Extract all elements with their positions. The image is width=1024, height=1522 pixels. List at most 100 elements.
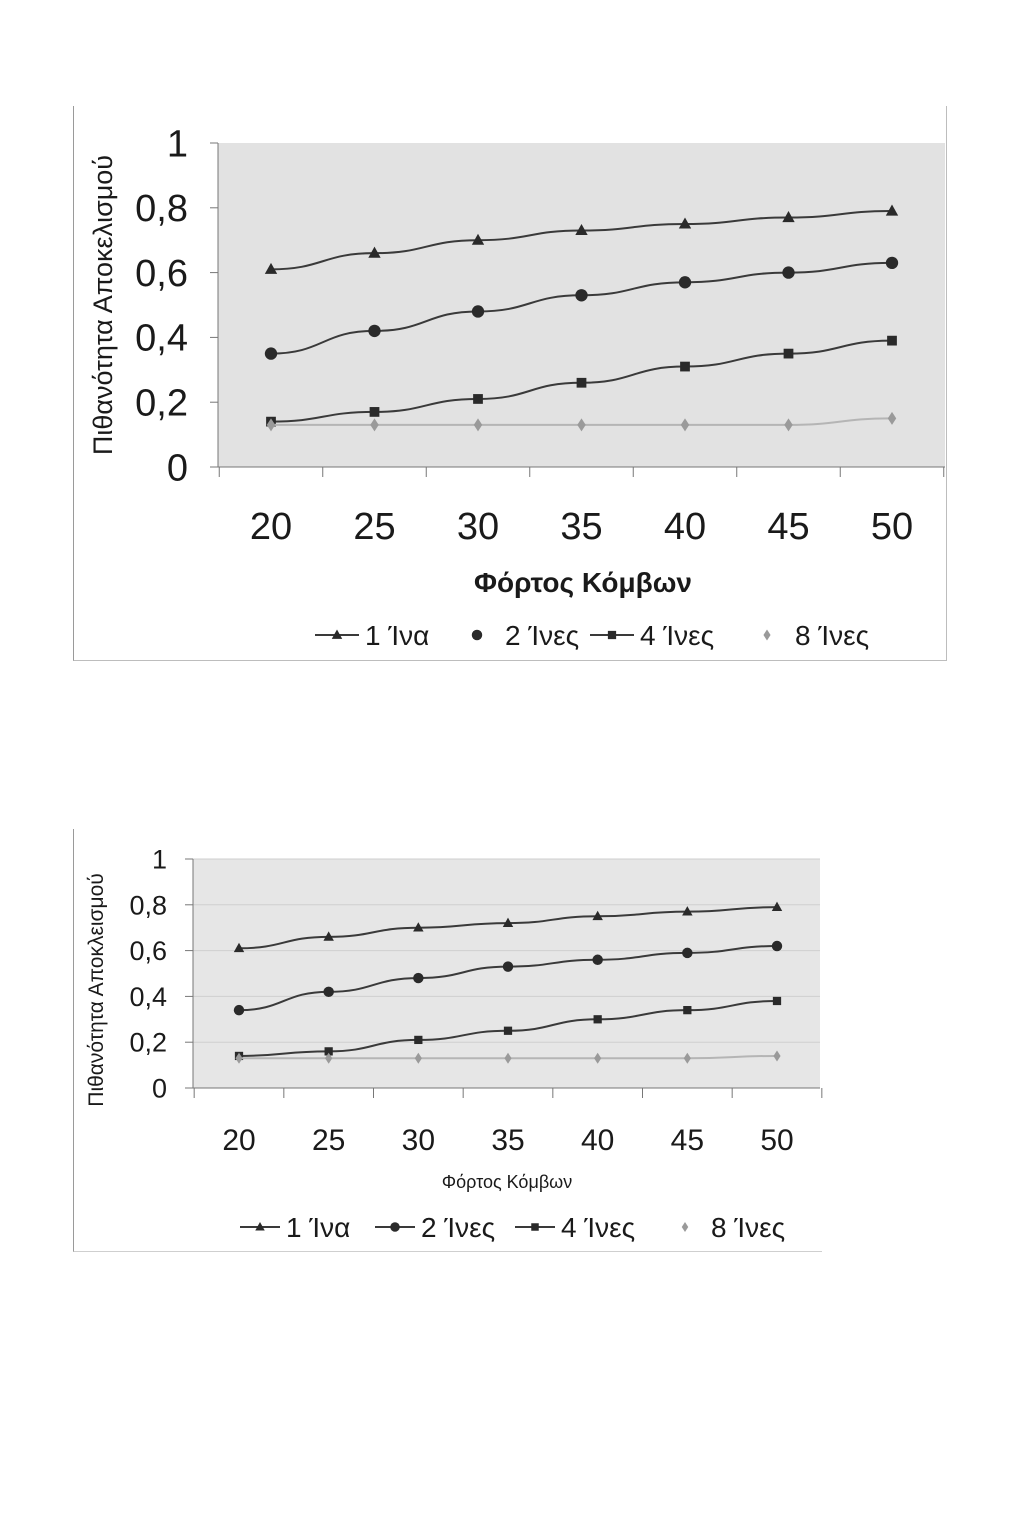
- chart-1-series-3-point: [369, 407, 380, 417]
- chart-1-series-2-point: [368, 324, 381, 338]
- chart-2-series-1-point: [682, 906, 693, 916]
- chart-1-series-1-point: [471, 233, 485, 245]
- chart-1-series-2-point: [264, 347, 278, 360]
- chart-1-series-3-point: [887, 335, 897, 346]
- chart-2-y-tick-label: 0: [152, 1073, 167, 1103]
- chart-2-x-tick-label: 30: [402, 1124, 435, 1157]
- chart-2-x-tick-label: 40: [581, 1124, 614, 1157]
- chart-1-legend-label: 8 Ίνες: [795, 620, 869, 651]
- chart-2-legend-marker: [681, 1222, 689, 1232]
- chart-2-y-tick-label: 0,6: [129, 936, 167, 966]
- chart-1-x-tick-label: 45: [767, 506, 809, 548]
- chart-2-series-4-point: [504, 1052, 512, 1064]
- chart-2-series-3-point: [683, 1006, 692, 1015]
- chart-1-series-3-point: [680, 361, 690, 372]
- chart-2-x-tick-label: 50: [760, 1124, 793, 1157]
- chart-1-y-tick-label: 0,8: [135, 188, 188, 230]
- chart-2-series-1-point: [502, 917, 514, 927]
- chart-2-series-1-point: [233, 942, 245, 953]
- chart-2-frame: [73, 829, 822, 1252]
- chart-1-series-1-point: [575, 223, 588, 236]
- chart-2-series-2-point: [771, 940, 783, 952]
- chart-2-series-4-point: [773, 1050, 781, 1062]
- chart-1-series-4-point: [473, 418, 483, 432]
- chart-2-y-tick-label: 0,4: [129, 982, 167, 1012]
- chart-2-legend-marker: [255, 1222, 265, 1231]
- chart-2-legend-label: 8 Ίνες: [711, 1212, 785, 1243]
- chart-1-y-tick-label: 0,4: [135, 318, 188, 360]
- chart-2-y-tick-label: 0,2: [129, 1028, 167, 1058]
- chart-2-series-2-point: [413, 972, 424, 984]
- chart-2-x-tick-label: 25: [312, 1124, 345, 1157]
- chart-2-series-1-point: [771, 901, 783, 911]
- chart-1-series-4-point: [784, 418, 793, 432]
- chart-2-legend-marker: [390, 1222, 400, 1232]
- chart-1-series-2-point: [678, 276, 692, 289]
- chart-2-series-2-point: [323, 986, 334, 998]
- chart-1-plot-area: [218, 143, 945, 467]
- chart-2-legend-marker: [531, 1223, 539, 1231]
- chart-1-series-3-point: [576, 377, 587, 388]
- chart-1-series-4-point: [370, 418, 379, 432]
- chart-1-series-1-point: [264, 262, 278, 274]
- chart-1: 0 0,2 0,4 0,6 0,8 1 20 25 30 35 40 45 50 Πιθανότητα…: [88, 123, 945, 651]
- chart-1-x-tick-label: 25: [353, 506, 395, 548]
- chart-2-x-tick-label: 45: [671, 1124, 704, 1157]
- chart-1-frame: [73, 106, 947, 661]
- chart-1-x-tick-label: 20: [250, 506, 292, 548]
- chart-1-y-tick-label: 1: [167, 123, 188, 165]
- chart-2-series-2-point: [682, 947, 693, 959]
- chart-2-series-3-point: [503, 1026, 513, 1035]
- chart-2-series-4-point: [414, 1052, 422, 1064]
- chart-1-x-tick-label: 50: [871, 506, 913, 548]
- chart-2-series-1-point: [323, 931, 334, 941]
- chart-1-x-axis-label: Φόρτος Κόμβων: [474, 567, 692, 598]
- chart-1-series-2-point: [885, 256, 899, 270]
- chart-2-x-axis-label: Φόρτος Κόμβων: [442, 1172, 572, 1192]
- chart-1-series-1-point: [678, 217, 692, 229]
- chart-1-series-2: [264, 256, 899, 360]
- chart-1-x-tick-label: 40: [664, 506, 706, 548]
- chart-1-series-4: [266, 411, 897, 432]
- chart-2-series-3-point: [324, 1047, 333, 1056]
- chart-1-series-1: [264, 204, 899, 274]
- chart-1-series-4-point: [887, 411, 897, 425]
- chart-1-series-4-point: [577, 418, 586, 432]
- chart-1-legend-marker: [471, 629, 483, 641]
- chart-1-series-3-point: [473, 394, 483, 404]
- chart-1-legend-label: 1 Ίνα: [365, 620, 429, 651]
- chart-2-series-4-point: [235, 1052, 243, 1064]
- chart-2-series-2-point: [502, 961, 514, 972]
- chart-2-series-2-point: [592, 954, 603, 965]
- chart-2-series-4: [235, 1050, 781, 1064]
- chart-2-legend-label: 1 Ίνα: [286, 1212, 350, 1243]
- chart-2-series-1-point: [592, 910, 603, 921]
- chart-2-series-2-point: [233, 1004, 245, 1016]
- chart-1-series-2-point: [471, 305, 485, 318]
- chart-2-x-tick-label: 20: [222, 1124, 255, 1157]
- chart-1-x-tick-label: 30: [457, 506, 499, 548]
- chart-2-y-tick-label: 0,8: [129, 890, 167, 920]
- chart-1-series-1-point: [885, 204, 899, 216]
- chart-1-legend-label: 4 Ίνες: [640, 620, 714, 651]
- chart-2-series-3-point: [414, 1035, 423, 1045]
- chart-2-x-tick-label: 35: [491, 1124, 524, 1157]
- chart-1-y-axis-label: Πιθανότητα Αποκελισμού: [88, 155, 118, 455]
- chart-1-legend-label: 2 Ίνες: [505, 620, 579, 651]
- chart-2-y-tick-label: 1: [152, 844, 167, 874]
- chart-2-y-axis-label: Πιθανότητα Αποκλεισμού: [85, 873, 108, 1106]
- chart-1-series-4-point: [266, 418, 276, 432]
- chart-1-series-2-point: [575, 289, 588, 302]
- chart-2-series-1-point: [413, 922, 424, 932]
- chart-1-x-tick-label: 35: [560, 506, 602, 548]
- chart-2-legend-label: 2 Ίνες: [421, 1212, 495, 1243]
- chart-1-legend-marker: [763, 629, 771, 641]
- chart-2-legend: 1 Ίνα 2 Ίνες 4 Ίνες 8 Ίνες: [240, 1212, 785, 1243]
- chart-1-series-1-point: [782, 211, 795, 223]
- chart-1-series-1-point: [368, 246, 381, 258]
- chart-2-series-3-point: [772, 996, 782, 1006]
- chart-1-legend: 1 Ίνα 2 Ίνες 4 Ίνες 8 Ίνες: [315, 620, 869, 651]
- chart-1-y-tick-label: 0,2: [135, 383, 188, 425]
- chart-1-y-tick-label: 0,6: [135, 253, 188, 295]
